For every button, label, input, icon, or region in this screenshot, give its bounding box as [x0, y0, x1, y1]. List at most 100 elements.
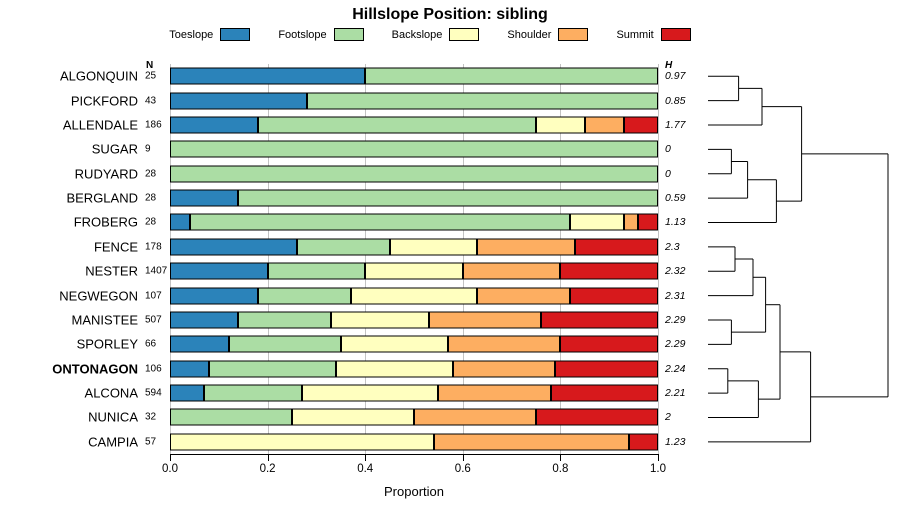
table-row: MANISTEE 507 2.29	[0, 308, 900, 332]
row-h-value: 2	[665, 411, 671, 424]
bar-segment-summit	[540, 311, 658, 329]
bar-segment-footslope	[267, 262, 366, 280]
x-tick-label: 0.2	[259, 463, 276, 475]
row-n-value: 9	[145, 143, 151, 155]
bar-segment-footslope	[257, 287, 351, 305]
bar-segment-summit	[560, 335, 658, 353]
legend-swatch	[220, 28, 251, 41]
x-tick	[462, 455, 464, 461]
row-h-value: 2.31	[665, 289, 686, 302]
bar-segment-footslope	[365, 67, 658, 85]
stacked-bar	[170, 384, 658, 402]
stacked-bar	[170, 408, 658, 426]
legend-swatch	[558, 28, 589, 41]
row-label: BERGLAND	[66, 190, 138, 206]
row-n-value: 178	[145, 241, 162, 253]
row-label: ALGONQUIN	[59, 68, 138, 84]
x-tick	[170, 455, 171, 461]
bar-segment-footslope	[238, 311, 332, 329]
row-label: SPORLEY	[76, 336, 138, 352]
row-h-value: 0.59	[665, 192, 686, 205]
x-tick	[267, 455, 269, 461]
bar-segment-backslope	[389, 238, 478, 256]
x-tick-label: 0.4	[357, 463, 374, 475]
x-tick-label: 0.6	[454, 463, 471, 475]
table-row: NEGWEGON 107 2.31	[0, 283, 900, 307]
stacked-bar	[170, 360, 658, 378]
bar-segment-toeslope	[170, 92, 307, 110]
bar-segment-shoulder	[428, 311, 541, 329]
row-n-value: 107	[145, 290, 162, 302]
stacked-bar	[170, 238, 658, 256]
bar-segment-backslope	[335, 360, 454, 378]
table-row: SUGAR 9 0	[0, 137, 900, 161]
x-tick-label: 0.0	[162, 463, 178, 475]
bar-segment-backslope	[301, 384, 439, 402]
row-label: RUDYARD	[74, 166, 138, 182]
row-h-value: 2.3	[665, 240, 680, 253]
table-row: PICKFORD 43 0.85	[0, 88, 900, 112]
bar-segment-toeslope	[170, 189, 239, 207]
bar-segment-footslope	[296, 238, 390, 256]
bar-segment-summit	[536, 408, 658, 426]
table-row: CAMPIA 57 1.23	[0, 430, 900, 454]
table-row: FROBERG 28 1.13	[0, 210, 900, 234]
bar-segment-backslope	[292, 408, 414, 426]
h-column-header: H	[665, 60, 673, 71]
row-n-value: 1407	[145, 265, 168, 277]
bar-segment-summit	[623, 116, 658, 134]
table-row: NESTER 1407 2.32	[0, 259, 900, 283]
gridline	[170, 64, 171, 454]
bar-segment-summit	[638, 213, 658, 231]
gridline	[658, 64, 659, 454]
bar-segment-shoulder	[453, 360, 556, 378]
legend-item-summit: Summit	[616, 28, 691, 41]
bar-segment-backslope	[535, 116, 585, 134]
legend-item-footslope: Footslope	[278, 28, 364, 41]
table-row: ALLENDALE 186 1.77	[0, 113, 900, 137]
row-n-value: 594	[145, 387, 162, 399]
dendrogram	[708, 75, 889, 443]
table-row: BERGLAND 28 0.59	[0, 186, 900, 210]
table-row: FENCE 178 2.3	[0, 235, 900, 259]
bar-segment-toeslope	[170, 384, 205, 402]
row-label: ONTONAGON	[52, 361, 138, 377]
chart-title: Hillslope Position: sibling	[352, 6, 548, 23]
row-label: MANISTEE	[71, 312, 138, 328]
legend-item-toeslope: Toeslope	[169, 28, 251, 41]
row-n-value: 32	[145, 411, 157, 423]
row-n-value: 66	[145, 338, 157, 350]
x-axis-label: Proportion	[384, 484, 444, 499]
bar-segment-toeslope	[170, 311, 239, 329]
row-h-value: 2.29	[665, 313, 686, 326]
bar-segment-shoulder	[414, 408, 536, 426]
bar-segment-toeslope	[170, 67, 366, 85]
row-label: CAMPIA	[88, 434, 138, 450]
stacked-bar	[170, 213, 658, 231]
n-column-header: N	[146, 60, 154, 71]
bar-segment-footslope	[209, 360, 336, 378]
bar-segment-backslope	[340, 335, 449, 353]
bar-segment-backslope	[331, 311, 429, 329]
bar-segment-summit	[560, 262, 658, 280]
row-n-value: 28	[145, 192, 157, 204]
bar-segment-backslope	[170, 433, 434, 451]
bar-segment-footslope	[170, 408, 292, 426]
bar-segment-footslope	[170, 140, 658, 158]
stacked-bar	[170, 140, 658, 158]
bar-segment-toeslope	[170, 238, 297, 256]
bar-segment-footslope	[228, 335, 341, 353]
row-n-value: 28	[145, 168, 157, 180]
table-row: ALCONA 594 2.21	[0, 381, 900, 405]
bar-segment-summit	[555, 360, 658, 378]
gridline	[560, 64, 562, 454]
bar-segment-shoulder	[433, 433, 629, 451]
legend-item-shoulder: Shoulder	[507, 28, 589, 41]
bar-segment-summit	[628, 433, 658, 451]
legend-label: Toeslope	[169, 28, 214, 41]
row-label: ALCONA	[84, 385, 138, 401]
bar-segment-summit	[570, 287, 658, 305]
row-h-value: 0	[665, 167, 671, 180]
bar-segment-footslope	[238, 189, 658, 207]
bar-segment-toeslope	[170, 335, 229, 353]
